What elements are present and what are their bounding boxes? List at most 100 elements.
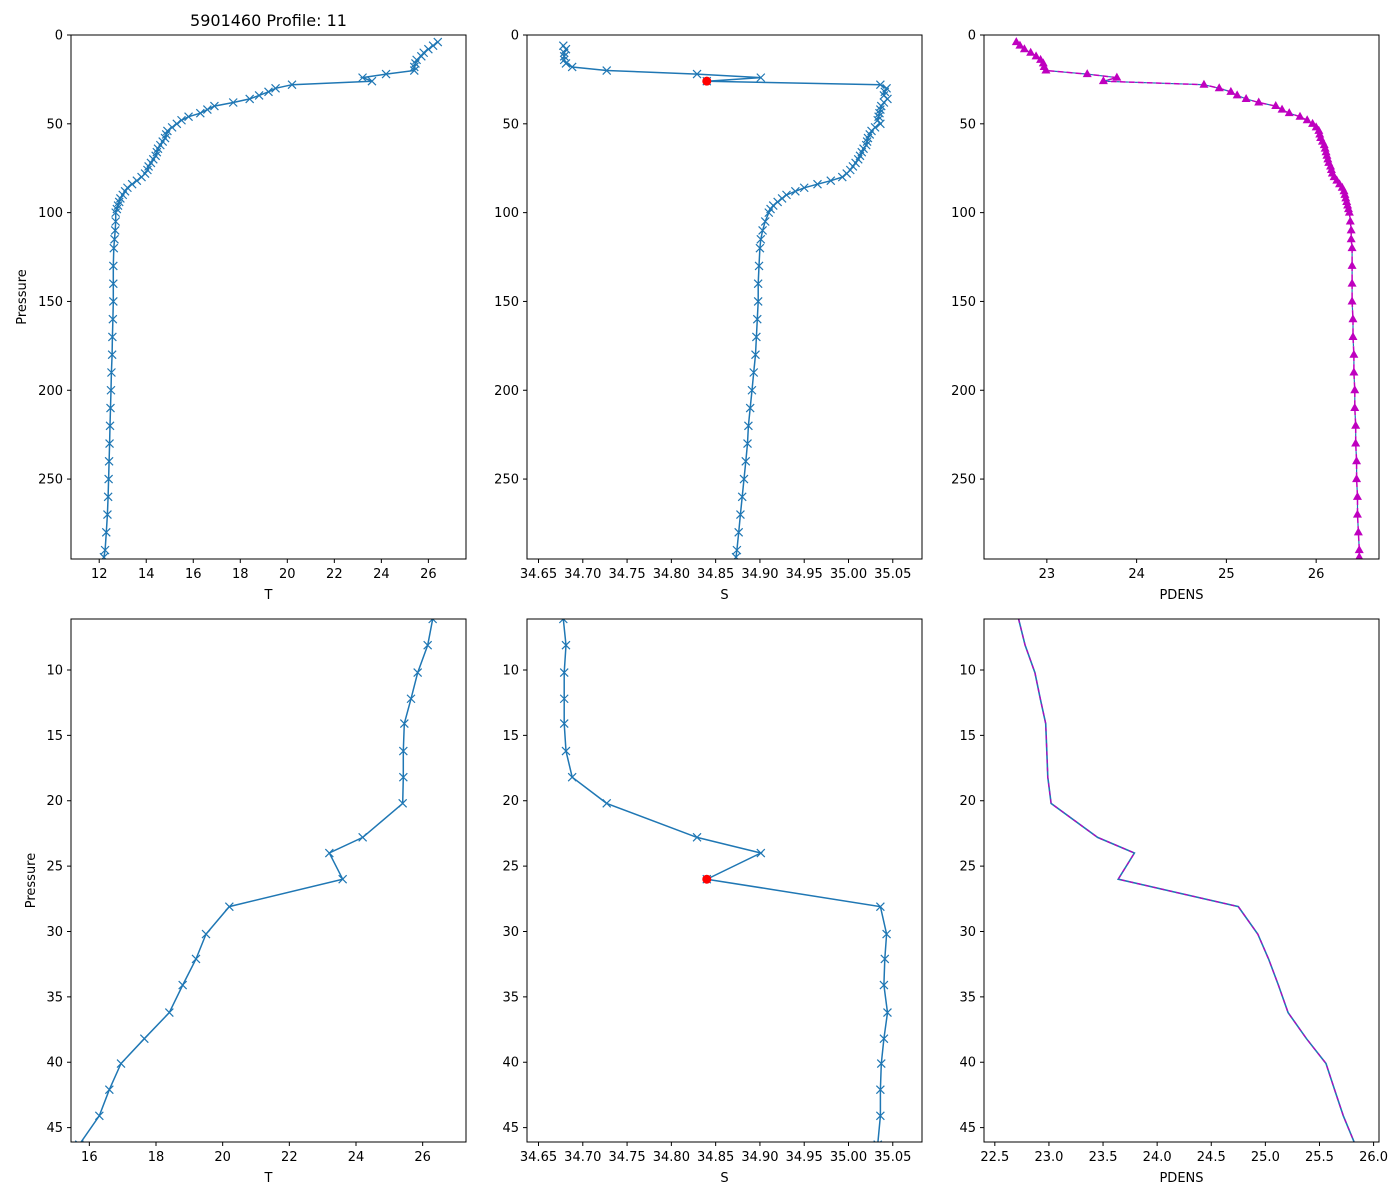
data-point bbox=[875, 119, 885, 129]
x-tick-label: 24 bbox=[373, 567, 390, 582]
x-axis-label: S bbox=[720, 588, 728, 603]
x-tick-label: 12 bbox=[91, 567, 108, 582]
data-point bbox=[108, 261, 118, 271]
data-point bbox=[753, 279, 763, 289]
data-point bbox=[1041, 65, 1051, 74]
y-tick-label: 10 bbox=[46, 663, 63, 678]
y-tick-label: 25 bbox=[502, 860, 519, 875]
data-point bbox=[1344, 207, 1354, 216]
data-point bbox=[561, 640, 571, 650]
y-tick-label: 25 bbox=[46, 860, 63, 875]
data-point bbox=[1351, 438, 1361, 447]
data-point bbox=[423, 640, 433, 650]
data-point bbox=[1026, 47, 1036, 56]
data-point bbox=[561, 58, 571, 68]
data-point bbox=[1232, 90, 1242, 99]
x-tick-label: 34.70 bbox=[564, 1150, 601, 1165]
y-tick-label: 30 bbox=[502, 925, 519, 940]
y-tick-label: 20 bbox=[959, 794, 976, 809]
data-point bbox=[127, 179, 137, 189]
data-point bbox=[264, 87, 273, 97]
data-point bbox=[875, 108, 884, 118]
x-tick-label: 20 bbox=[214, 1150, 231, 1165]
data-point bbox=[1214, 83, 1224, 92]
y-tick-label: 150 bbox=[494, 295, 519, 310]
y-axis-label: Pressure bbox=[15, 269, 30, 325]
y-tick-label: 250 bbox=[951, 473, 976, 488]
series-line-t bbox=[80, 619, 434, 1142]
data-point bbox=[201, 929, 211, 939]
data-point bbox=[398, 746, 408, 756]
highlight-point bbox=[702, 76, 712, 86]
data-point bbox=[692, 69, 702, 79]
data-point bbox=[782, 190, 791, 200]
x-tick-label: 34.85 bbox=[697, 567, 734, 582]
data-point bbox=[1348, 331, 1358, 340]
data-point bbox=[1284, 108, 1294, 117]
x-tick-label: 34.70 bbox=[564, 567, 601, 582]
data-point bbox=[755, 243, 765, 253]
y-tick-label: 15 bbox=[46, 729, 63, 744]
data-point bbox=[1346, 225, 1356, 234]
y-tick-label: 25 bbox=[959, 860, 976, 875]
y-tick-label: 100 bbox=[951, 206, 976, 221]
x-tick-label: 14 bbox=[138, 567, 155, 582]
data-point bbox=[747, 385, 757, 395]
data-point bbox=[224, 902, 234, 912]
data-point bbox=[1352, 474, 1362, 483]
data-point bbox=[358, 832, 368, 842]
data-point bbox=[751, 350, 760, 360]
x-tick-label: 34.90 bbox=[741, 567, 778, 582]
data-point bbox=[381, 69, 391, 79]
data-point bbox=[559, 694, 569, 704]
data-point bbox=[760, 217, 770, 226]
data-point bbox=[110, 225, 120, 235]
chart-bot-dens: 22.5 23.0 23.5 24.0 24.5 25.0 25.5 26.0 10 15 20 25… bbox=[959, 618, 1388, 1186]
data-point bbox=[416, 51, 426, 61]
data-point bbox=[1082, 69, 1092, 78]
data-point bbox=[862, 137, 872, 147]
x-axis-label: PDENS bbox=[1159, 1171, 1203, 1186]
plot-area bbox=[1011, 37, 1364, 559]
data-point bbox=[100, 545, 110, 555]
data-point bbox=[873, 115, 883, 125]
data-point bbox=[104, 456, 114, 466]
data-point bbox=[399, 719, 409, 729]
data-point bbox=[743, 421, 753, 431]
highlight-point bbox=[702, 874, 712, 884]
x-tick-label: 25.5 bbox=[1305, 1150, 1334, 1165]
data-point bbox=[559, 719, 569, 729]
data-point bbox=[882, 929, 891, 939]
data-point bbox=[245, 94, 255, 104]
data-point bbox=[773, 197, 783, 207]
data-point bbox=[732, 545, 742, 555]
data-point bbox=[1346, 234, 1356, 243]
x-tick-label: 23.5 bbox=[1089, 1150, 1118, 1165]
data-point bbox=[1345, 216, 1355, 225]
data-point bbox=[602, 798, 612, 808]
data-point bbox=[758, 225, 768, 235]
data-point bbox=[1015, 40, 1025, 49]
x-tick-label: 26 bbox=[420, 567, 437, 582]
y-tick-label: 250 bbox=[494, 473, 519, 488]
data-point bbox=[1277, 104, 1287, 113]
data-point bbox=[875, 1111, 885, 1121]
x-tick-label: 34.65 bbox=[520, 1150, 557, 1165]
plot-area bbox=[558, 41, 892, 559]
plot-area bbox=[99, 37, 443, 559]
data-point bbox=[228, 98, 238, 107]
y-tick-label: 30 bbox=[46, 925, 63, 940]
y-tick-label: 45 bbox=[502, 1121, 519, 1136]
data-point bbox=[1349, 349, 1359, 358]
data-point bbox=[398, 798, 408, 808]
data-point bbox=[559, 51, 569, 61]
data-point bbox=[558, 619, 568, 624]
y-tick-label: 15 bbox=[959, 729, 976, 744]
data-point bbox=[1295, 111, 1305, 120]
y-tick-label: 35 bbox=[959, 990, 976, 1005]
y-tick-label: 20 bbox=[46, 794, 63, 809]
y-tick-label: 10 bbox=[502, 663, 519, 678]
data-point bbox=[167, 122, 177, 132]
y-tick-label: 45 bbox=[46, 1121, 63, 1136]
data-point bbox=[734, 527, 744, 537]
